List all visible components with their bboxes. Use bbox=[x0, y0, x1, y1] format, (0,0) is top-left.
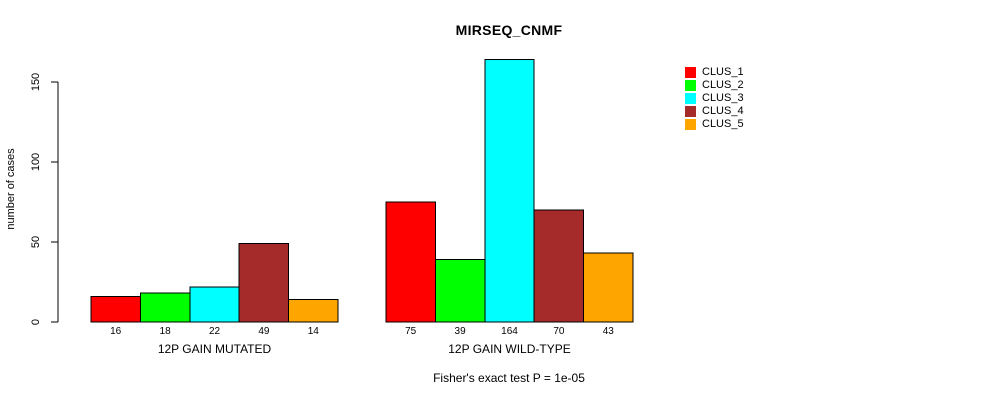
legend-swatch bbox=[685, 80, 696, 91]
bar-clus-2-group2 bbox=[434, 259, 486, 323]
bar-clus-4-group1 bbox=[238, 243, 290, 323]
bar-clus-3-group2 bbox=[484, 59, 535, 323]
legend-item: CLUS_1 bbox=[685, 66, 744, 79]
bar-value-label: 164 bbox=[501, 326, 518, 337]
legend-swatch bbox=[685, 67, 696, 78]
bar-clus-4-group2 bbox=[533, 209, 585, 323]
bar-value-label: 16 bbox=[110, 326, 122, 337]
group-label: 12P GAIN MUTATED bbox=[157, 342, 272, 356]
chart-title: MIRSEQ_CNMF bbox=[455, 22, 563, 38]
bar-value-label: 43 bbox=[602, 326, 614, 337]
bar-value-label: 18 bbox=[159, 326, 171, 337]
caption: Fisher's exact test P = 1e-05 bbox=[433, 371, 585, 385]
bar-value-label: 49 bbox=[258, 326, 270, 337]
bar-clus-1-group1 bbox=[90, 295, 141, 323]
legend-item: CLUS_3 bbox=[685, 92, 744, 105]
bar-value-label: 14 bbox=[307, 326, 319, 337]
bar-value-label: 70 bbox=[553, 326, 565, 337]
bar-value-label: 39 bbox=[454, 326, 466, 337]
group-label: 12P GAIN WILD-TYPE bbox=[448, 342, 571, 356]
bar-clus-2-group1 bbox=[139, 292, 191, 323]
legend-item-label: CLUS_5 bbox=[702, 118, 744, 130]
bar-clus-5-group1 bbox=[288, 299, 339, 323]
bar-clus-3-group1 bbox=[189, 286, 240, 323]
legend-item-label: CLUS_2 bbox=[702, 79, 744, 91]
bar-clus-5-group2 bbox=[583, 252, 634, 323]
legend-item: CLUS_5 bbox=[685, 118, 744, 131]
legend-item-label: CLUS_3 bbox=[702, 92, 744, 104]
bar-clus-1-group2 bbox=[385, 201, 436, 323]
y-tick-label: 0 bbox=[30, 318, 42, 326]
legend-swatch bbox=[685, 119, 696, 130]
legend-swatch bbox=[685, 93, 696, 104]
bar-value-label: 75 bbox=[405, 326, 417, 337]
y-tick-label: 50 bbox=[30, 235, 42, 249]
bar-value-label: 22 bbox=[208, 326, 221, 337]
y-tick-label: 100 bbox=[30, 152, 42, 172]
legend: CLUS_1 CLUS_2 CLUS_3 CLUS_4 CLUS_5 bbox=[685, 66, 744, 131]
legend-item-label: CLUS_4 bbox=[702, 105, 744, 117]
legend-swatch bbox=[685, 106, 696, 117]
legend-item-label: CLUS_1 bbox=[702, 66, 744, 78]
y-tick-label: 150 bbox=[30, 72, 42, 92]
legend-item: CLUS_2 bbox=[685, 79, 744, 92]
legend-item: CLUS_4 bbox=[685, 105, 744, 118]
